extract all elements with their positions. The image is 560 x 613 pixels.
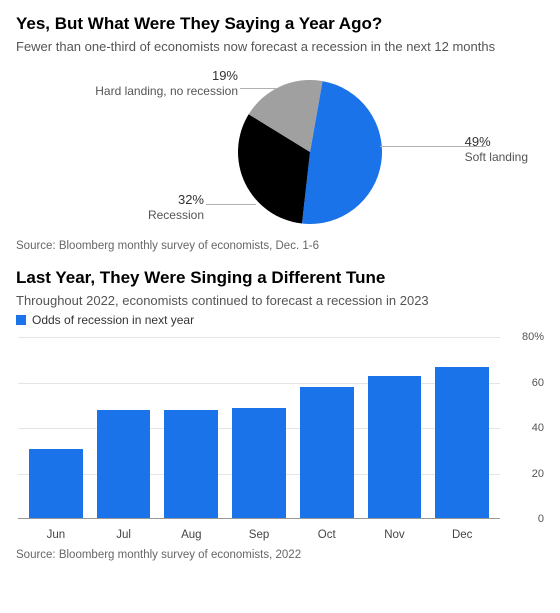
y-tick-label: 40 xyxy=(532,422,544,434)
y-tick-label: 80% xyxy=(522,331,544,343)
leader-line xyxy=(206,204,256,205)
bar xyxy=(29,449,83,520)
y-axis-labels: 020406080% xyxy=(504,337,544,519)
panel1-subtitle: Fewer than one-third of economists now f… xyxy=(16,38,544,56)
legend-swatch xyxy=(16,315,26,325)
panel1-source: Source: Bloomberg monthly survey of econ… xyxy=(16,240,544,252)
legend: Odds of recession in next year xyxy=(16,313,544,327)
x-tick-label: Jun xyxy=(29,529,83,541)
bar xyxy=(435,367,489,519)
panel2-title: Last Year, They Were Singing a Different… xyxy=(16,268,544,288)
bar-chart: 0 20 40 60 80% Jun Jul Aug Sep Oct Nov Dec xyxy=(16,331,544,541)
x-axis-labels: Jun Jul Aug Sep Oct Nov Dec xyxy=(18,529,500,541)
x-tick-label: Jul xyxy=(97,529,151,541)
x-tick-label: Oct xyxy=(300,529,354,541)
bar xyxy=(97,410,151,519)
bar xyxy=(368,376,422,519)
x-tick-label: Dec xyxy=(435,529,489,541)
pie-chart: 49% Soft landing 32% Recession 19% Hard … xyxy=(16,64,544,234)
pie-label-recession: 32% Recession xyxy=(114,192,204,223)
bars-container xyxy=(18,337,500,519)
leader-line xyxy=(380,146,486,147)
y-tick-label: 0 xyxy=(538,513,544,525)
bar xyxy=(164,410,218,519)
baseline xyxy=(18,518,500,519)
x-tick-label: Sep xyxy=(232,529,286,541)
pie-label-hard-landing: 19% Hard landing, no recession xyxy=(88,68,238,99)
pie-svg xyxy=(238,80,382,224)
leader-line xyxy=(240,88,276,89)
plot-area xyxy=(18,337,500,519)
panel2-source: Source: Bloomberg monthly survey of econ… xyxy=(16,549,544,561)
bar xyxy=(232,408,286,519)
bar xyxy=(300,387,354,519)
panel1-title: Yes, But What Were They Saying a Year Ag… xyxy=(16,14,544,34)
x-tick-label: Aug xyxy=(164,529,218,541)
x-tick-label: Nov xyxy=(368,529,422,541)
panel-1: Yes, But What Were They Saying a Year Ag… xyxy=(16,14,544,252)
panel-2: Last Year, They Were Singing a Different… xyxy=(16,268,544,562)
pie-label-soft-landing: 49% Soft landing xyxy=(465,134,528,165)
y-tick-label: 20 xyxy=(532,468,544,480)
legend-text: Odds of recession in next year xyxy=(32,313,194,327)
y-tick-label: 60 xyxy=(532,377,544,389)
panel2-subtitle: Throughout 2022, economists continued to… xyxy=(16,292,544,310)
